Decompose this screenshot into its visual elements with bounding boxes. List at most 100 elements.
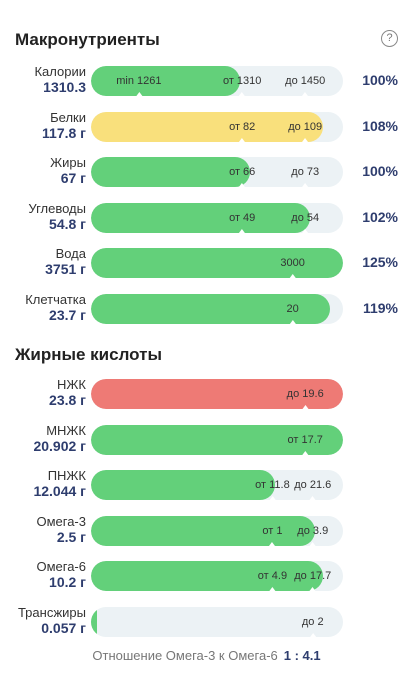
range-marker-label: от 11.8: [255, 479, 290, 491]
range-marker: от 11.8: [255, 470, 290, 500]
progress-bar: до 2: [91, 606, 343, 637]
range-marker-label: до 17.7: [294, 570, 332, 582]
nutrient-name: Омега-6: [36, 559, 86, 574]
macros-title: Макронутриенты: [15, 30, 160, 49]
range-marker-label: min 1261: [116, 75, 162, 87]
marker-notch: [239, 137, 246, 142]
progress-bar: 20: [91, 293, 343, 324]
nutrient-row[interactable]: Углеводы 54.8 г от 49 до 54 102%: [0, 199, 413, 243]
range-marker-label: до 19.6: [286, 388, 324, 400]
range-marker: до 2: [302, 607, 324, 637]
nutrient-value: 117.8 г: [42, 124, 86, 141]
progress-fill: [91, 248, 343, 278]
marker-notch: [309, 587, 316, 591]
progress-bar: от 49 до 54: [91, 202, 343, 233]
nutrient-name: ПНЖК: [47, 468, 86, 483]
progress-bar: от 1 до 3.9: [91, 515, 343, 546]
progress-bar: от 66 до 73: [91, 157, 343, 187]
nutrient-percent: 100%: [362, 72, 398, 88]
range-marker-label: до 109: [288, 120, 323, 133]
nutrient-name: Трансжиры: [17, 604, 86, 620]
nutrient-label: ПНЖК 12.044 г: [33, 468, 86, 499]
marker-notch: [302, 183, 309, 187]
nutrient-label: Жиры 67 г: [50, 155, 86, 186]
marker-notch: [309, 632, 316, 637]
progress-fill: [91, 157, 250, 187]
range-marker: до 3.9: [297, 516, 328, 546]
nutrient-value: 1310.3: [43, 79, 86, 95]
nutrient-percent: 119%: [362, 299, 398, 316]
nutrient-row[interactable]: Белки 117.8 г от 82 до 109 108%: [0, 108, 413, 152]
range-marker-label: до 54: [291, 211, 320, 224]
nutrient-row[interactable]: Клетчатка 23.7 г 20 119%: [0, 290, 413, 334]
marker-notch: [309, 541, 316, 546]
nutrient-label: МНЖК 20.902 г: [33, 423, 86, 454]
range-marker: от 66: [229, 157, 255, 187]
nutrient-name: Омега-3: [36, 513, 86, 529]
range-marker: 3000: [280, 248, 305, 278]
nutrient-label: Вода 3751 г: [45, 246, 86, 277]
nutrient-value: 12.044 г: [33, 483, 86, 499]
range-marker-label: от 82: [229, 120, 256, 133]
marker-notch: [269, 496, 276, 500]
nutrient-value: 54.8 г: [49, 215, 86, 232]
nutrient-label: Клетчатка 23.7 г: [25, 292, 86, 323]
range-marker: до 1450: [285, 66, 325, 96]
nutrient-row[interactable]: Вода 3751 г 3000 125%: [0, 244, 413, 288]
range-marker: до 73: [291, 157, 319, 187]
range-marker: от 1310: [223, 66, 261, 96]
range-marker: до 17.7: [294, 561, 331, 591]
progress-fill: [91, 424, 343, 455]
nutrient-name: Углеводы: [28, 200, 86, 216]
nutrient-row[interactable]: Омега-6 10.2 г от 4.9 до 17.7: [0, 557, 413, 601]
marker-notch: [309, 496, 316, 500]
range-marker-label: до 21.6: [294, 479, 332, 491]
nutrient-row[interactable]: ПНЖК 12.044 г от 11.8 до 21.6: [0, 466, 413, 510]
range-marker: от 1: [262, 516, 282, 546]
nutrient-row[interactable]: Калории 1310.3 min 1261 от 1310 до 1450 100%: [0, 62, 413, 106]
nutrient-row[interactable]: МНЖК 20.902 г от 17.7: [0, 421, 413, 465]
marker-notch: [302, 405, 309, 409]
marker-notch: [239, 228, 246, 233]
nutrient-row[interactable]: Омега-3 2.5 г от 1 до 3.9: [0, 512, 413, 556]
range-marker: до 21.6: [294, 470, 331, 500]
range-marker: от 82: [229, 112, 255, 142]
nutrient-value: 67 г: [60, 170, 86, 186]
nutrient-percent: 102%: [362, 208, 398, 225]
omega-ratio-value: 1 : 4.1: [283, 648, 321, 663]
range-marker-label: до 2: [301, 615, 324, 628]
nutrient-label: Углеводы 54.8 г: [28, 201, 86, 232]
range-marker: до 109: [288, 112, 322, 142]
progress-bar: от 11.8 до 21.6: [91, 470, 343, 500]
nutrient-value: 23.7 г: [49, 306, 86, 323]
nutrient-percent: 100%: [362, 163, 398, 179]
marker-notch: [302, 137, 309, 142]
nutrient-label: Омега-3 2.5 г: [36, 514, 86, 545]
help-icon[interactable]: ?: [381, 30, 398, 47]
nutrient-row[interactable]: Трансжиры 0.057 г до 2: [0, 603, 413, 647]
progress-fill: [91, 202, 311, 233]
range-marker-label: от 4.9: [257, 570, 288, 582]
range-marker-label: от 1310: [222, 75, 262, 87]
marker-notch: [239, 183, 246, 187]
nutrient-row[interactable]: НЖК 23.8 г до 19.6: [0, 375, 413, 419]
nutrient-row[interactable]: Жиры 67 г от 66 до 73 100%: [0, 153, 413, 197]
range-marker-label: от 66: [229, 166, 256, 178]
nutrient-name: Вода: [55, 246, 86, 261]
nutrient-value: 20.902 г: [33, 437, 86, 454]
range-marker-label: до 73: [291, 166, 320, 178]
nutrient-label: НЖК 23.8 г: [49, 377, 86, 408]
nutrient-name: Калории: [34, 64, 86, 79]
progress-fill: [91, 66, 240, 96]
omega-ratio: Отношение Омега-3 к Омега-6 1 : 4.1: [0, 648, 413, 663]
range-marker-label: до 1450: [285, 75, 326, 87]
nutrient-label: Белки 117.8 г: [42, 110, 86, 141]
nutrient-percent: 125%: [362, 254, 398, 270]
range-marker-label: 3000: [280, 257, 305, 269]
marker-notch: [302, 92, 309, 96]
range-marker: от 17.7: [287, 425, 323, 455]
omega-ratio-label: Отношение Омега-3 к Омега-6: [92, 648, 278, 663]
progress-fill: [91, 379, 343, 409]
progress-fill: [91, 293, 331, 324]
nutrient-value: 0.057 г: [41, 619, 86, 636]
